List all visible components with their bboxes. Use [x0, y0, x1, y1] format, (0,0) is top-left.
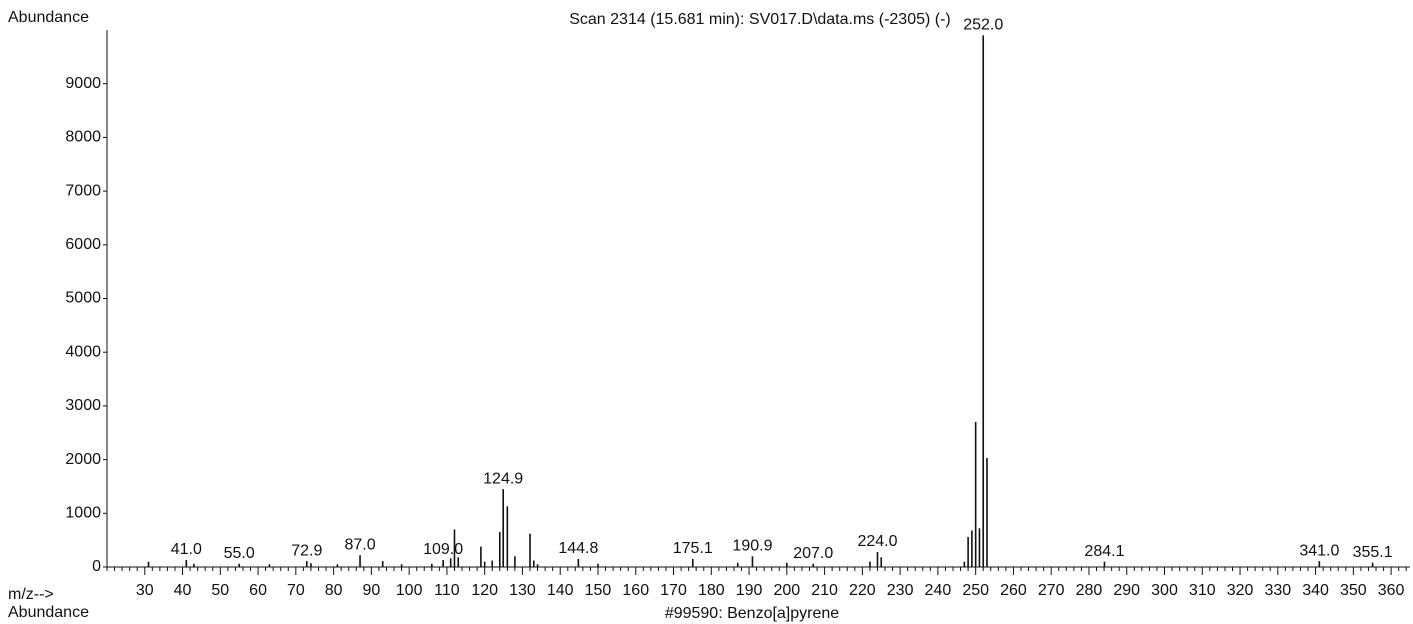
peak-label: 144.8 [558, 540, 598, 557]
x-tick-label: 350 [1340, 582, 1367, 599]
x-tick-label: 190 [736, 582, 763, 599]
x-tick-label: 150 [585, 582, 612, 599]
x-tick-label: 230 [887, 582, 914, 599]
x-tick-label: 250 [962, 582, 989, 599]
peak-label: 190.9 [732, 537, 772, 554]
y-axis-label: Abundance [8, 9, 89, 26]
x-tick-label: 170 [660, 582, 687, 599]
peak-label: 207.0 [793, 545, 833, 562]
x-tick-label: 210 [811, 582, 838, 599]
x-tick-label: 320 [1227, 582, 1254, 599]
x-tick-label: 260 [1000, 582, 1027, 599]
peak-label: 224.0 [857, 533, 897, 550]
x-tick-label: 300 [1151, 582, 1178, 599]
x-tick-label: 330 [1264, 582, 1291, 599]
peak-label: 109.0 [423, 541, 463, 558]
x-axis-label: m/z--> [8, 586, 54, 603]
x-tick-label: 160 [622, 582, 649, 599]
x-axis-label-secondary: Abundance [8, 604, 89, 621]
y-tick-label: 8000 [65, 129, 101, 146]
y-tick-label: 9000 [65, 75, 101, 92]
peak-label: 41.0 [171, 541, 202, 558]
x-tick-label: 220 [849, 582, 876, 599]
x-tick-label: 110 [434, 582, 460, 599]
peak-label: 284.1 [1084, 543, 1124, 560]
x-tick-label: 60 [249, 582, 267, 599]
x-tick-label: 50 [211, 582, 229, 599]
x-tick-label: 360 [1378, 582, 1405, 599]
x-tick-label: 80 [325, 582, 343, 599]
y-tick-label: 3000 [65, 397, 101, 414]
y-tick-label: 1000 [65, 505, 101, 522]
x-tick-label: 30 [136, 582, 154, 599]
y-tick-label: 4000 [65, 343, 101, 360]
x-tick-label: 120 [471, 582, 498, 599]
y-tick-label: 5000 [65, 290, 101, 307]
peak-label: 175.1 [673, 540, 713, 557]
peak-label: 55.0 [224, 545, 255, 562]
x-tick-label: 70 [287, 582, 305, 599]
peak-label: 252.0 [963, 17, 1003, 34]
x-tick-label: 40 [174, 582, 192, 599]
x-tick-label: 310 [1189, 582, 1216, 599]
y-tick-label: 0 [92, 558, 101, 575]
y-tick-label: 6000 [65, 236, 101, 253]
peak-label: 72.9 [291, 542, 322, 559]
x-tick-label: 200 [773, 582, 800, 599]
x-tick-label: 280 [1076, 582, 1103, 599]
x-tick-label: 290 [1113, 582, 1140, 599]
x-tick-label: 240 [925, 582, 952, 599]
peak-label: 124.9 [483, 470, 523, 487]
x-tick-label: 180 [698, 582, 725, 599]
chart-subtitle: #99590: Benzo[a]pyrene [665, 605, 839, 622]
x-tick-label: 270 [1038, 582, 1065, 599]
x-tick-label: 340 [1302, 582, 1329, 599]
x-tick-label: 130 [509, 582, 536, 599]
peak-label: 341.0 [1299, 542, 1339, 559]
peak-label: 355.1 [1353, 544, 1393, 561]
peak-label: 87.0 [344, 536, 375, 553]
x-tick-label: 140 [547, 582, 574, 599]
x-tick-label: 100 [396, 582, 423, 599]
chart-title: Scan 2314 (15.681 min): SV017.D\data.ms … [569, 11, 951, 28]
y-tick-label: 7000 [65, 182, 101, 199]
x-tick-label: 90 [362, 582, 380, 599]
y-tick-label: 2000 [65, 451, 101, 468]
